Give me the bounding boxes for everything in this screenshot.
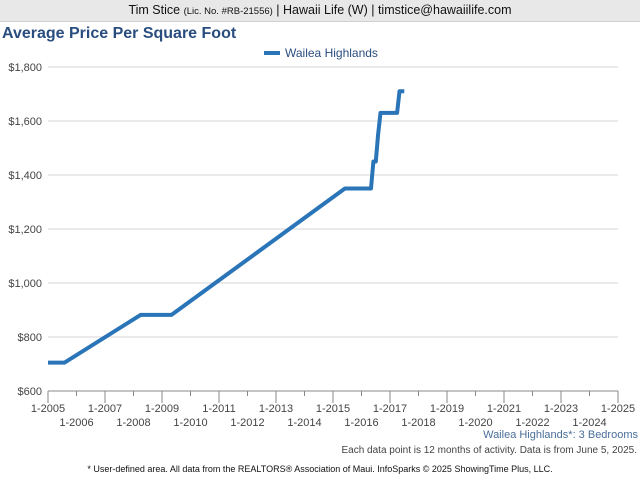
x-tick-label: 1-2025 xyxy=(601,403,635,415)
x-tick-label: 1-2015 xyxy=(316,403,350,415)
x-tick-label: 1-2010 xyxy=(173,417,207,429)
chart-title: Average Price Per Square Foot xyxy=(2,25,237,42)
y-tick-label: $1,600 xyxy=(8,116,42,128)
x-tick-label: 1-2014 xyxy=(287,417,321,429)
y-tick-label: $1,200 xyxy=(8,224,42,236)
y-tick-label: $1,000 xyxy=(8,278,42,290)
x-tick-label: 1-2022 xyxy=(515,417,549,429)
x-tick-label: 1-2023 xyxy=(544,403,578,415)
source-note: * User-defined area. All data from the R… xyxy=(87,464,553,474)
x-tick-label: 1-2017 xyxy=(373,403,407,415)
legend-label: Wailea Highlands xyxy=(285,46,378,60)
y-tick-label: $1,400 xyxy=(8,170,42,182)
x-tick-label: 1-2006 xyxy=(59,417,93,429)
x-tick-label: 1-2013 xyxy=(259,403,293,415)
x-axis-ticks: 1-2005 1-2007 1-2009 1-2011 1-2013 1-2015 1-20… xyxy=(31,391,635,429)
x-tick-label: 1-2021 xyxy=(487,403,521,415)
legend-swatch xyxy=(264,51,280,55)
agent-name: Tim Stice xyxy=(128,3,181,17)
y-tick-label: $1,800 xyxy=(8,62,42,74)
agent-license: (Lic. No. #RB-21556) xyxy=(183,6,273,17)
x-tick-label: 1-2011 xyxy=(202,403,235,415)
gridlines xyxy=(48,66,618,392)
x-tick-label: 1-2016 xyxy=(344,417,378,429)
x-tick-label: 1-2009 xyxy=(145,403,179,415)
x-tick-label: 1-2012 xyxy=(230,417,264,429)
x-tick-label: 1-2005 xyxy=(31,403,65,415)
legend: Wailea Highlands xyxy=(264,46,378,60)
y-tick-label: $800 xyxy=(18,332,42,344)
y-tick-label: $600 xyxy=(18,386,42,398)
agent-contact: | Hawaii Life (W) | timstice@hawaiilife.… xyxy=(276,3,512,17)
area-caption: Wailea Highlands*: 3 Bedrooms xyxy=(483,429,638,441)
x-tick-label: 1-2024 xyxy=(572,417,606,429)
y-axis-ticks: $600 $800 $1,000 $1,200 $1,400 $1,600 $1,800 xyxy=(8,62,42,398)
series-line xyxy=(48,89,405,365)
series-layer xyxy=(48,89,405,365)
data-note: Each data point is 12 months of activity… xyxy=(341,445,637,456)
x-tick-label: 1-2007 xyxy=(88,403,122,415)
x-tick-label: 1-2008 xyxy=(116,417,150,429)
agent-header: Tim Stice (Lic. No. #RB-21556) | Hawaii … xyxy=(0,0,640,22)
x-tick-label: 1-2019 xyxy=(430,403,464,415)
x-tick-label: 1-2020 xyxy=(458,417,492,429)
x-tick-label: 1-2018 xyxy=(401,417,435,429)
